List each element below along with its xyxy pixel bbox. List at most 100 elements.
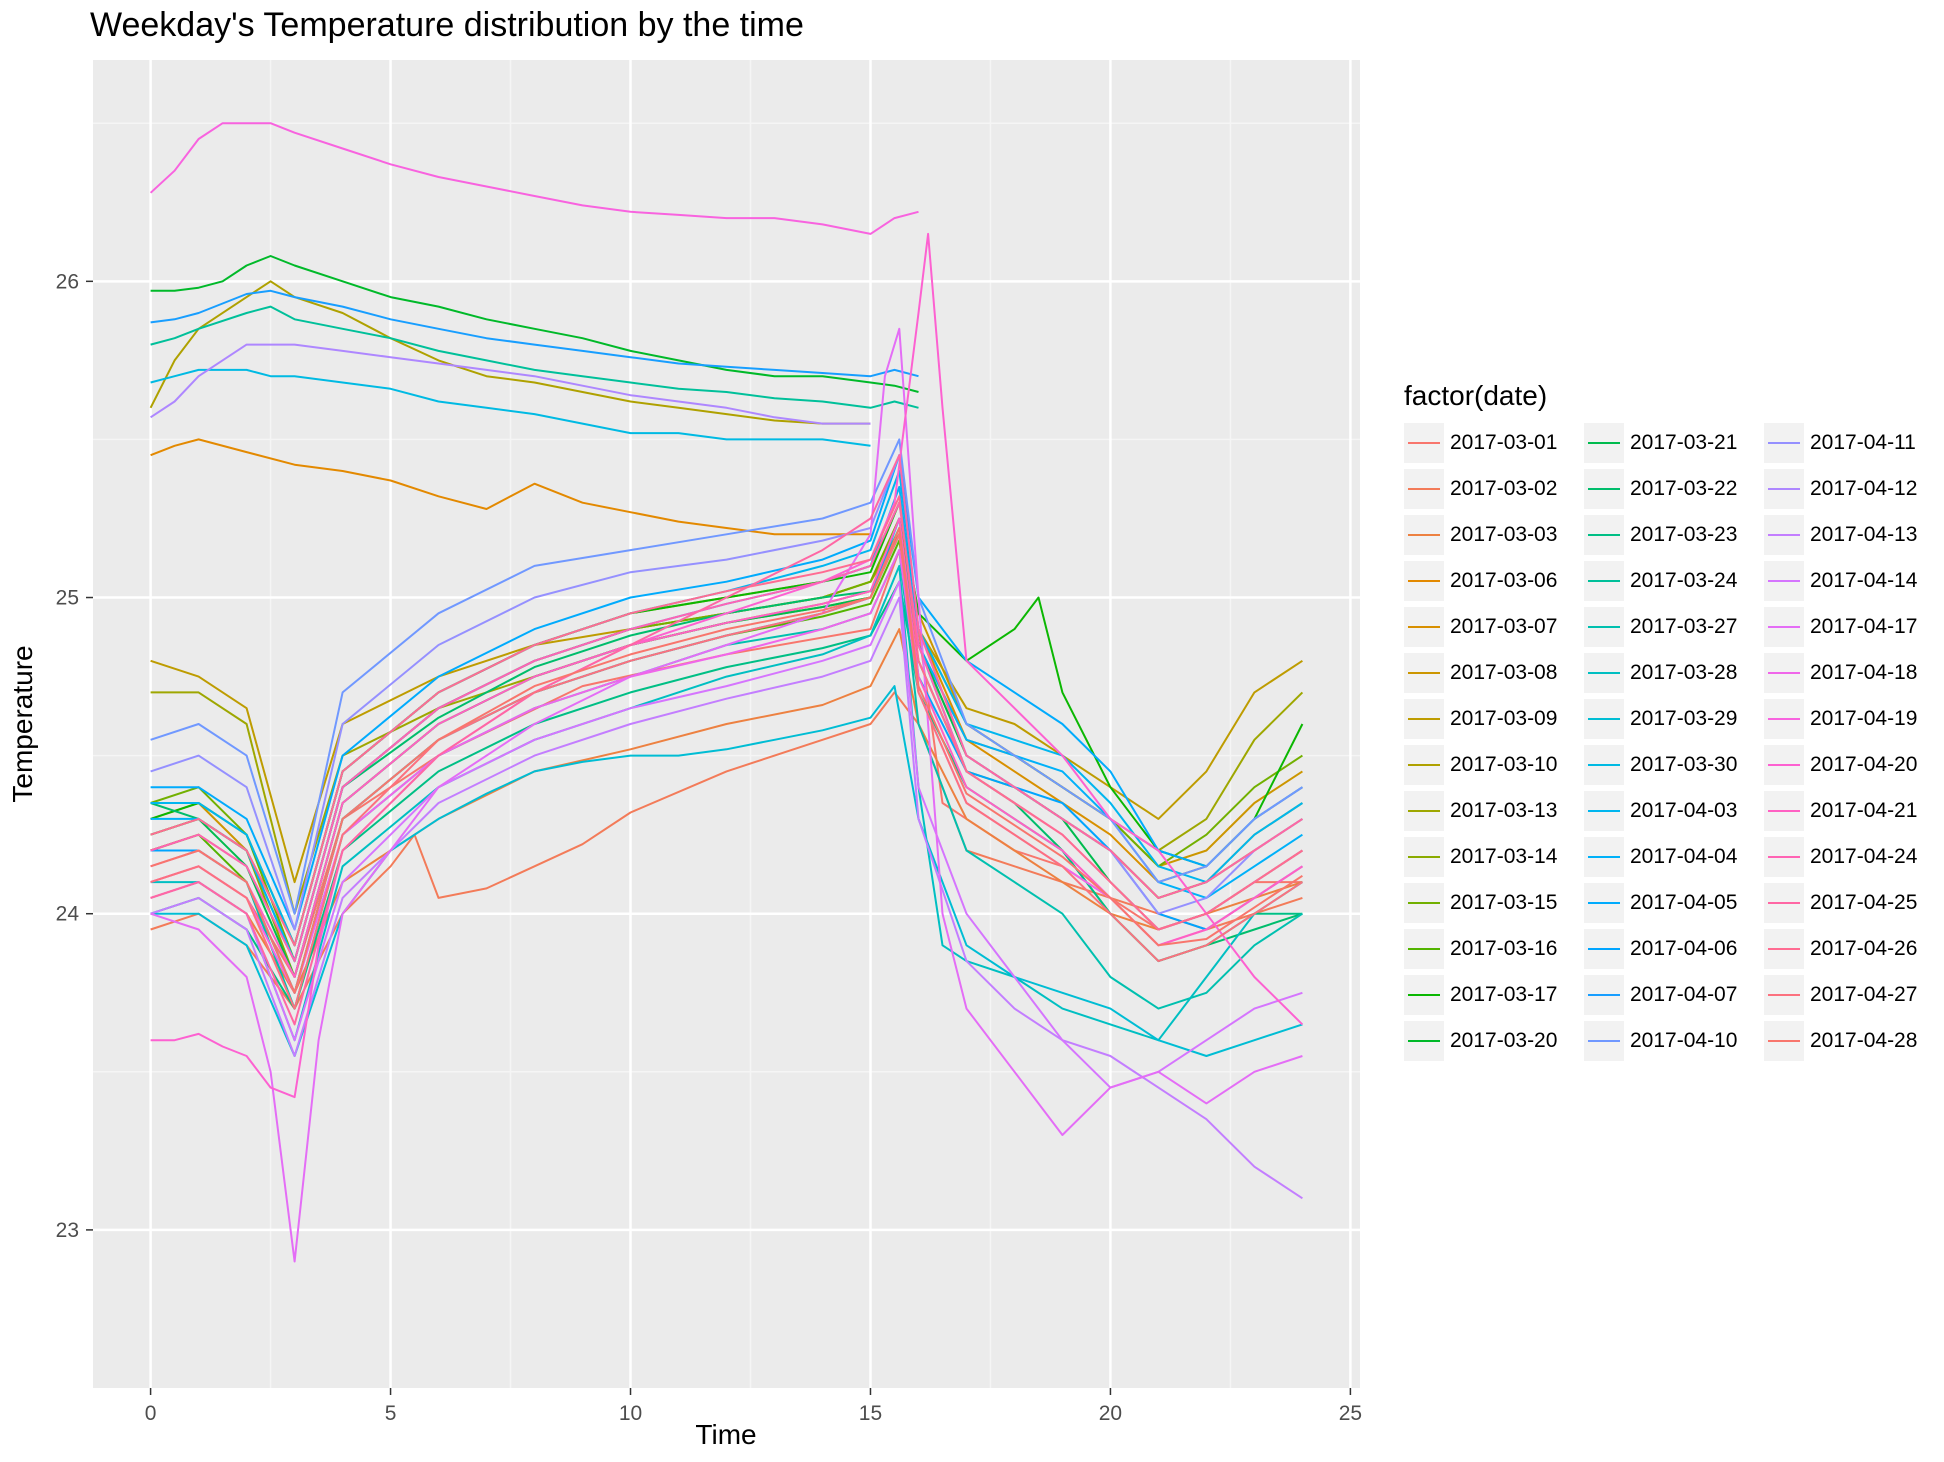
series-line-2017-03-30: [150, 368, 871, 447]
x-axis-label: Time: [695, 1419, 756, 1450]
y-tick-label: 23: [56, 1219, 79, 1242]
series-line-2017-04-25: [150, 454, 1303, 1026]
legend-label: 2017-04-12: [1810, 477, 1918, 500]
legend-key: [1404, 653, 1444, 693]
series-line-2017-03-20: [150, 255, 919, 393]
legend-label: 2017-04-19: [1810, 707, 1918, 730]
legend-key-line: [1768, 1040, 1800, 1042]
legend-key: [1764, 883, 1804, 923]
series-line-2017-03-24: [150, 305, 919, 409]
legend-item: 2017-03-08: [1404, 650, 1584, 696]
legend-key: [1404, 561, 1444, 601]
legend-key-line: [1408, 810, 1440, 812]
legend-key-line: [1588, 1040, 1620, 1042]
legend-key-line: [1408, 534, 1440, 536]
legend-item: 2017-04-07: [1584, 972, 1764, 1018]
legend-key-line: [1768, 442, 1800, 444]
legend-key: [1764, 653, 1804, 693]
legend-item: 2017-03-16: [1404, 926, 1584, 972]
legend-key: [1404, 515, 1444, 555]
x-tick-label: 20: [1099, 1402, 1122, 1425]
legend-key-line: [1768, 672, 1800, 674]
legend-key-line: [1768, 488, 1800, 490]
legend-item: 2017-03-03: [1404, 512, 1584, 558]
legend-item: 2017-03-30: [1584, 742, 1764, 788]
legend-item: 2017-03-15: [1404, 880, 1584, 926]
legend-key: [1404, 975, 1444, 1015]
legend-key: [1584, 745, 1624, 785]
legend-item: 2017-03-10: [1404, 742, 1584, 788]
legend-key-line: [1588, 856, 1620, 858]
legend-item: 2017-03-27: [1584, 604, 1764, 650]
x-tick-label: 0: [145, 1402, 157, 1425]
legend-key-line: [1588, 672, 1620, 674]
legend-key-line: [1588, 626, 1620, 628]
y-tick-label: 25: [56, 587, 79, 610]
legend-label: 2017-03-20: [1450, 1029, 1558, 1052]
legend-key-line: [1588, 718, 1620, 720]
series-line-2017-03-10: [149, 280, 871, 425]
legend-column: 2017-04-11 2017-04-12 2017-04-13 2017-04-14…: [1764, 420, 1944, 1064]
legend-item: 2017-04-04: [1584, 834, 1764, 880]
legend-key: [1764, 607, 1804, 647]
legend-label: 2017-03-22: [1630, 477, 1738, 500]
legend-key: [1404, 607, 1444, 647]
legend-key: [1764, 745, 1804, 785]
legend-key-line: [1408, 948, 1440, 950]
legend-key-line: [1768, 534, 1800, 536]
legend-label: 2017-03-10: [1450, 753, 1558, 776]
legend-item: 2017-04-20: [1764, 742, 1944, 788]
legend-label: 2017-04-03: [1630, 799, 1738, 822]
legend-key-line: [1408, 718, 1440, 720]
legend-key-line: [1768, 810, 1800, 812]
legend-key: [1584, 607, 1624, 647]
legend-label: 2017-04-10: [1630, 1029, 1738, 1052]
legend-key: [1764, 929, 1804, 969]
x-tick-label: 10: [619, 1402, 642, 1425]
legend-label: 2017-03-09: [1450, 707, 1558, 730]
legend-label: 2017-03-30: [1630, 753, 1738, 776]
legend-label: 2017-04-05: [1630, 891, 1738, 914]
series-line-2017-04-12: [150, 343, 871, 425]
legend-label: 2017-03-03: [1450, 523, 1558, 546]
legend-item: 2017-04-05: [1584, 880, 1764, 926]
legend-key: [1764, 561, 1804, 601]
legend-label: 2017-03-08: [1450, 661, 1558, 684]
legend-label: 2017-04-18: [1810, 661, 1918, 684]
legend-item: 2017-03-09: [1404, 696, 1584, 742]
chart-title: Weekday's Temperature distribution by th…: [90, 6, 804, 44]
legend-key-line: [1408, 442, 1440, 444]
legend-label: 2017-03-06: [1450, 569, 1558, 592]
legend-item: 2017-04-28: [1764, 1018, 1944, 1064]
legend-key-line: [1408, 1040, 1440, 1042]
legend-item: 2017-04-17: [1764, 604, 1944, 650]
series-line-2017-04-19: [149, 122, 919, 235]
legend-key-line: [1588, 902, 1620, 904]
legend-title: factor(date): [1404, 380, 1548, 411]
legend-item: 2017-03-02: [1404, 466, 1584, 512]
legend-label: 2017-03-07: [1450, 615, 1558, 638]
legend-key: [1584, 837, 1624, 877]
legend-key-line: [1588, 764, 1620, 766]
legend-item: 2017-03-21: [1584, 420, 1764, 466]
legend-label: 2017-03-13: [1450, 799, 1558, 822]
legend-item: 2017-04-03: [1584, 788, 1764, 834]
legend-key: [1584, 699, 1624, 739]
legend-item: 2017-04-27: [1764, 972, 1944, 1018]
legend-key-line: [1768, 856, 1800, 858]
legend-item: 2017-04-26: [1764, 926, 1944, 972]
x-tick-label: 15: [859, 1402, 882, 1425]
legend-key: [1764, 1021, 1804, 1061]
legend-label: 2017-04-28: [1810, 1029, 1918, 1052]
legend-key: [1584, 423, 1624, 463]
legend-key-line: [1408, 672, 1440, 674]
legend-item: 2017-03-07: [1404, 604, 1584, 650]
legend-item: 2017-04-14: [1764, 558, 1944, 604]
legend-key-line: [1588, 488, 1620, 490]
y-tick-label: 24: [56, 903, 80, 926]
legend-item: 2017-03-17: [1404, 972, 1584, 1018]
legend-key: [1404, 469, 1444, 509]
legend-label: 2017-04-17: [1810, 615, 1918, 638]
legend-label: 2017-03-28: [1630, 661, 1738, 684]
